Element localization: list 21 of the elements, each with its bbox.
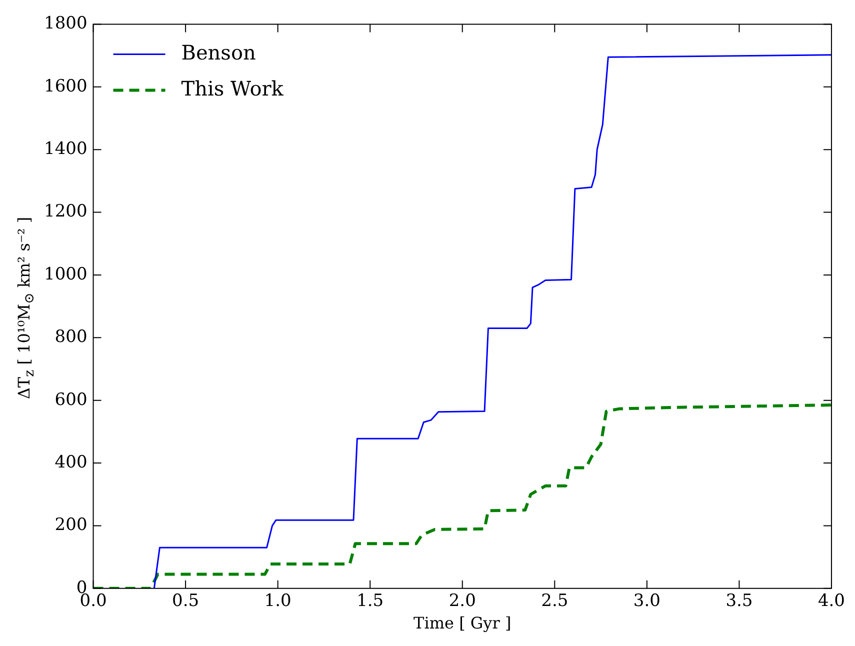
y-tick-label: 400: [54, 452, 88, 472]
y-tick-label: 1400: [44, 139, 88, 159]
y-tick-label: 1600: [44, 76, 88, 96]
line-series: [93, 404, 832, 588]
y-tick-label: 200: [54, 515, 88, 536]
x-tick-label: 3.5: [726, 591, 753, 612]
y-tick-label: 1200: [44, 202, 88, 222]
legend-label: Benson: [181, 40, 256, 64]
x-tick-label: 0.5: [172, 591, 200, 612]
y-tick-label: 800: [54, 327, 88, 348]
y-tick-label: 1000: [44, 264, 88, 284]
x-tick-label: 1.5: [356, 591, 384, 612]
y-tick-label: 600: [54, 390, 88, 410]
x-axis-title: Time [ Gyr ]: [414, 614, 512, 633]
y-tick-label: 1800: [44, 14, 88, 34]
x-tick-label: 3.0: [633, 591, 660, 612]
x-tick-label: 1.0: [264, 591, 292, 612]
x-tick-label: 2.0: [448, 591, 476, 612]
x-tick-label: 2.5: [541, 591, 568, 612]
legend-label: This Work: [181, 76, 284, 100]
x-tick-label: 4.0: [818, 591, 846, 612]
